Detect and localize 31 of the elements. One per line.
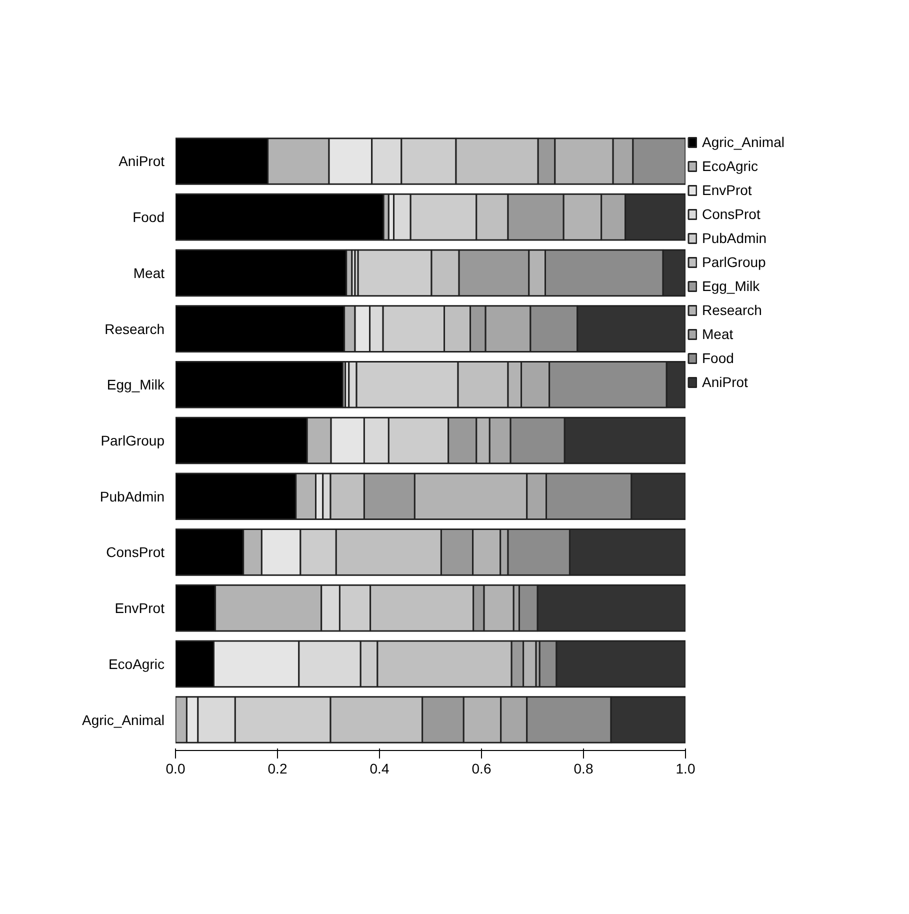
legend-label: Meat bbox=[702, 325, 734, 344]
x-tick-label: 0.6 bbox=[472, 760, 492, 776]
legend-label: Agric_Animal bbox=[702, 133, 784, 152]
legend-label: AniProt bbox=[702, 373, 748, 392]
y-tick-label: Food bbox=[132, 209, 165, 226]
legend-label: PubAdmin bbox=[702, 229, 767, 248]
y-tick-label: Agric_Animal bbox=[82, 712, 165, 728]
y-tick-label: EcoAgric bbox=[108, 656, 165, 672]
bar bbox=[176, 360, 344, 408]
y-tick-label: ConsProt bbox=[106, 544, 165, 560]
y-tick-label: ParlGroup bbox=[100, 432, 165, 448]
legend-label: EnvProt bbox=[702, 181, 752, 200]
x-tick-label: 0.8 bbox=[574, 760, 594, 776]
y-tick-label: EnvProt bbox=[114, 600, 165, 616]
x-tick-label: 0.0 bbox=[166, 760, 186, 776]
y-tick-label: Research bbox=[104, 320, 165, 337]
y-tick-label: Egg_Milk bbox=[106, 376, 166, 393]
legend-label: Egg_Milk bbox=[702, 277, 760, 296]
y-tick-label: AniProt bbox=[118, 153, 165, 170]
bar bbox=[176, 193, 384, 241]
x-tick-label: 0.2 bbox=[268, 760, 288, 776]
legend-label: ParlGroup bbox=[702, 253, 766, 272]
y-tick-label: Meat bbox=[133, 264, 165, 281]
x-tick-label: 0.4 bbox=[370, 760, 390, 776]
legend-label: ConsProt bbox=[702, 205, 760, 224]
legend-label: EcoAgric bbox=[702, 157, 758, 176]
legend-label: Research bbox=[702, 301, 762, 320]
x-tick-label: 1.0 bbox=[676, 760, 696, 776]
legend-label: Food bbox=[702, 349, 734, 368]
bar bbox=[176, 249, 348, 297]
y-tick-label: PubAdmin bbox=[100, 488, 164, 504]
